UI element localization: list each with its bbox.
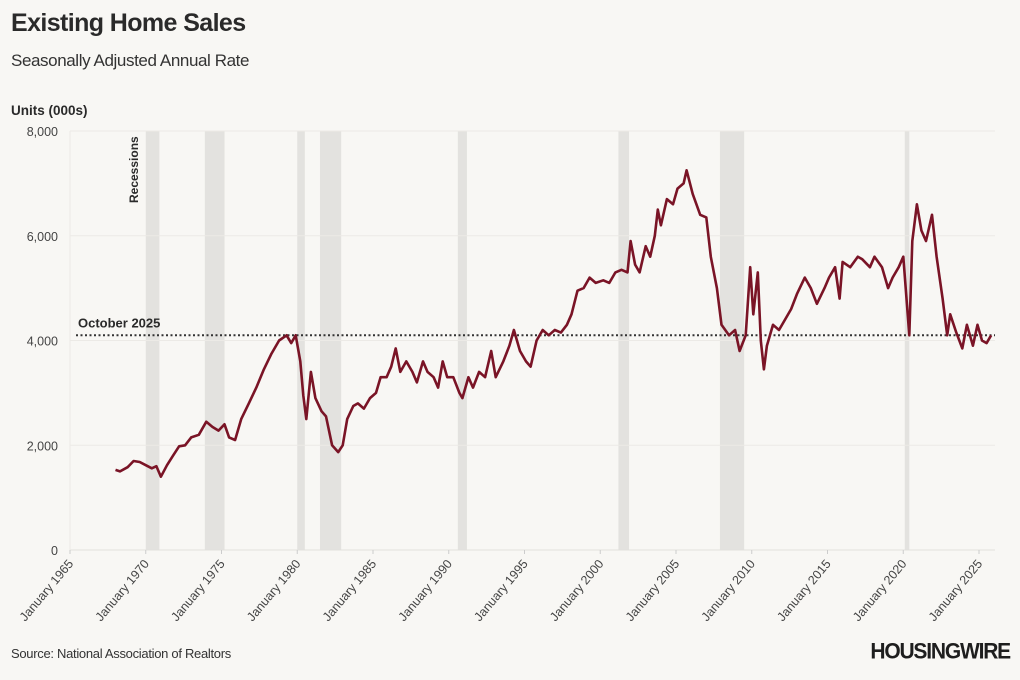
x-tick-label: January 2005 xyxy=(623,557,682,624)
reference-line-label: October 2025 xyxy=(78,315,160,330)
y-tick-label: 0 xyxy=(51,544,58,558)
x-tick-label: January 1990 xyxy=(396,557,455,624)
recessions-label: Recessions xyxy=(127,136,141,203)
housingwire-logo: HOUSINGWIRE xyxy=(870,639,1011,664)
x-tick-label: January 1965 xyxy=(17,557,76,624)
series-line-existing-home-sales xyxy=(115,169,993,478)
x-tick-label: January 1980 xyxy=(244,557,303,624)
x-tick-label: January 1995 xyxy=(471,557,530,624)
y-tick-label: 6,000 xyxy=(27,230,58,244)
x-tick-label: January 2015 xyxy=(774,557,833,624)
y-axis-label: Units (000s) xyxy=(11,103,88,118)
x-tick-label: January 1975 xyxy=(168,557,227,624)
x-tick-label: January 2010 xyxy=(699,557,758,624)
x-tick-label: January 2025 xyxy=(926,557,985,624)
y-tick-label: 2,000 xyxy=(27,439,58,453)
source-note: Source: National Association of Realtors xyxy=(11,646,231,661)
chart-title: Existing Home Sales xyxy=(11,9,246,37)
x-tick-label: January 1970 xyxy=(93,557,152,624)
x-tick-label: January 1985 xyxy=(320,557,379,624)
x-tick-label: January 2020 xyxy=(850,557,909,624)
y-tick-label: 8,000 xyxy=(27,125,58,139)
chart-subtitle: Seasonally Adjusted Annual Rate xyxy=(11,51,250,70)
y-tick-label: 4,000 xyxy=(27,335,58,349)
x-tick-label: January 2000 xyxy=(547,557,606,624)
